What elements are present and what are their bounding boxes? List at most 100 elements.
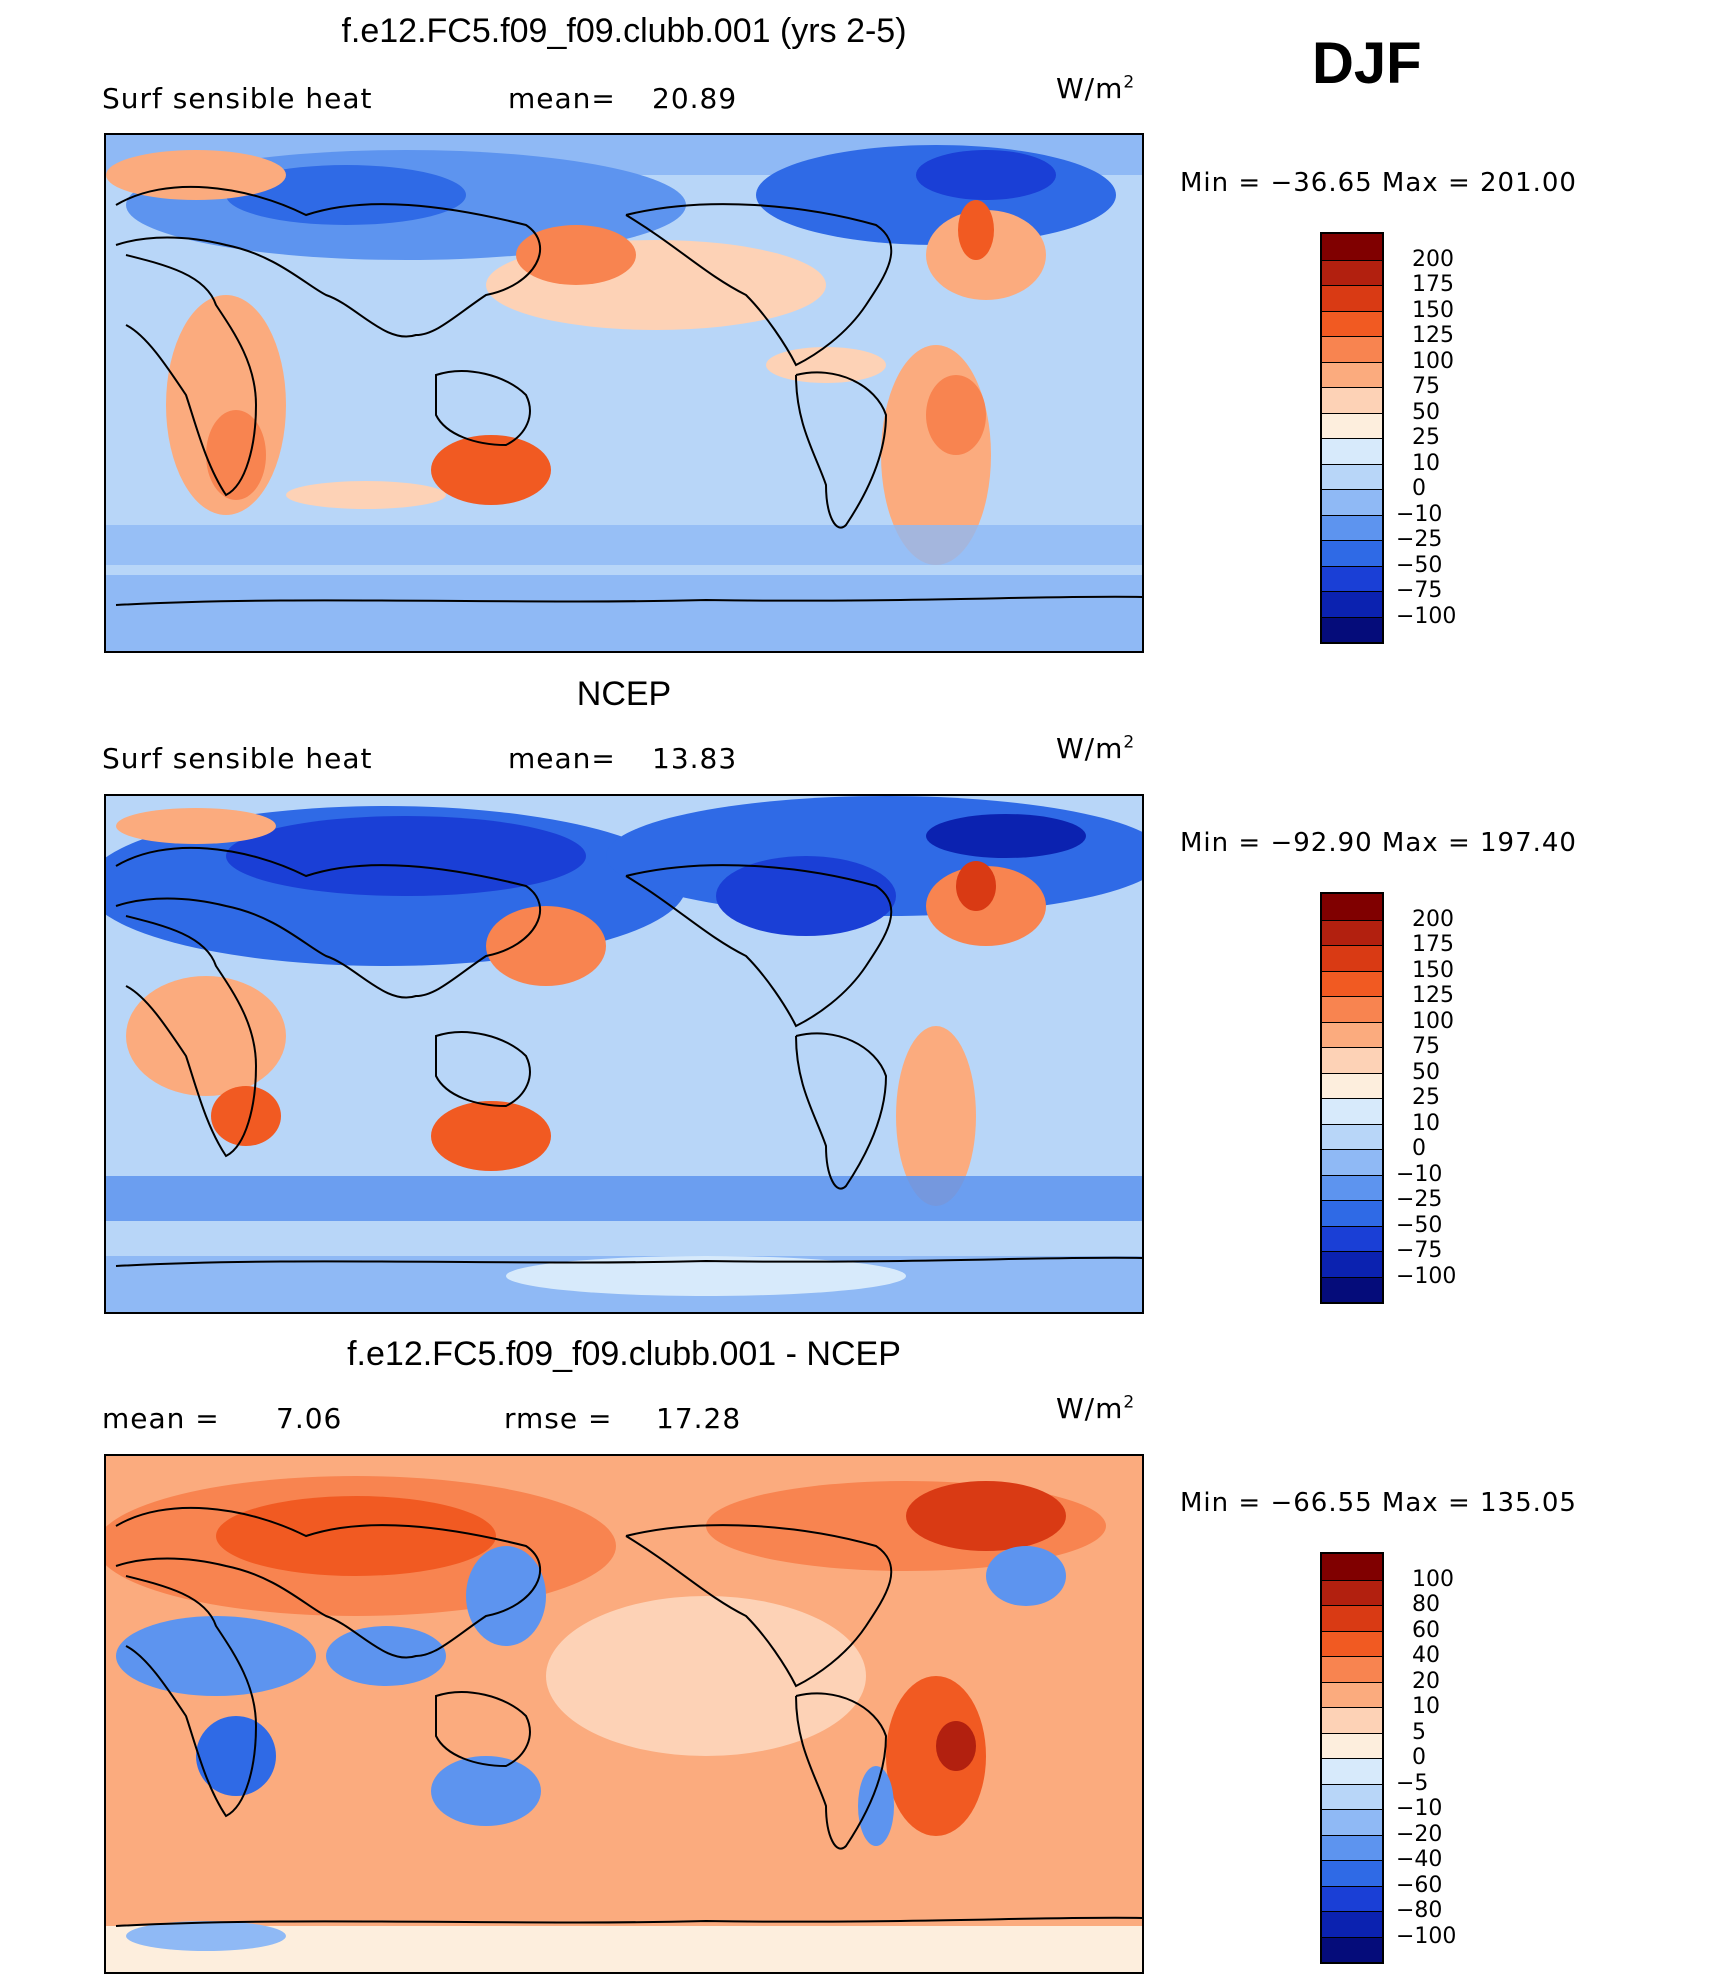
season-label: DJF — [1312, 31, 1422, 96]
colorbar-tick-label: −25 — [1396, 527, 1443, 552]
colorbar-swatch — [1322, 540, 1382, 566]
colorbar-swatch — [1322, 1783, 1382, 1809]
colorbar-swatch — [1322, 1605, 1382, 1631]
colorbar-swatch — [1322, 234, 1382, 260]
colorbar-swatch — [1322, 1681, 1382, 1707]
colorbar-tick-label: −60 — [1396, 1872, 1443, 1898]
colorbar-tick-label: 75 — [1412, 1034, 1440, 1059]
colorbar-swatch — [1322, 1098, 1382, 1124]
colorbar-tick-label: −40 — [1396, 1847, 1443, 1872]
colorbar-tick-label: −50 — [1396, 1212, 1443, 1238]
colorbar-tick-label: 25 — [1412, 1085, 1440, 1110]
colorbar-tick-label: 10 — [1412, 1110, 1440, 1136]
colorbar-swatch — [1322, 387, 1382, 413]
colorbar-tick-label: −80 — [1396, 1898, 1443, 1923]
colorbar-tick-label: −100 — [1396, 1923, 1457, 1949]
panel-2-map — [104, 794, 1144, 1314]
panel-2-variable-label: Surf sensible heat — [102, 742, 373, 775]
colorbar-swatch — [1322, 1732, 1382, 1758]
colorbar-tick-label: 5 — [1412, 1719, 1426, 1745]
colorbar-swatch — [1322, 970, 1382, 996]
colorbar-tick-label: −10 — [1396, 501, 1443, 527]
colorbar-tick-label: 25 — [1412, 425, 1440, 450]
colorbar-tick-label: −75 — [1396, 1238, 1443, 1263]
panel-1-units: W/m2 — [1056, 72, 1136, 105]
panel-2-mean-label: mean= — [508, 742, 616, 775]
colorbar-swatch — [1322, 1200, 1382, 1226]
colorbar-tick-label: 125 — [1412, 983, 1454, 1008]
colorbar-tick-label: −10 — [1396, 1796, 1443, 1821]
colorbar-tick-label: −5 — [1396, 1770, 1429, 1796]
panel-1-coastlines — [115, 185, 1142, 606]
colorbar-swatch — [1322, 1225, 1382, 1251]
colorbar-swatch — [1322, 1047, 1382, 1073]
colorbar-tick-label: −20 — [1396, 1821, 1443, 1847]
colorbar-swatch — [1322, 489, 1382, 515]
colorbar-tick-label: −10 — [1396, 1161, 1443, 1187]
colorbar-swatch — [1322, 1860, 1382, 1886]
colorbar-tick-label: −75 — [1396, 578, 1443, 603]
colorbar-tick-label: 20 — [1412, 1668, 1440, 1694]
colorbar-tick-label: 0 — [1412, 476, 1426, 501]
colorbar-swatch — [1322, 259, 1382, 285]
panel-2-coastlines — [115, 846, 1142, 1267]
panel-1-mean-label: mean= — [508, 82, 616, 115]
colorbar-swatch — [1322, 1758, 1382, 1784]
colorbar-swatch — [1322, 1123, 1382, 1149]
colorbar-swatch — [1322, 919, 1382, 945]
colorbar-swatch — [1322, 1072, 1382, 1098]
colorbar-tick-label: 100 — [1412, 348, 1454, 374]
colorbar-tick-label: 175 — [1412, 272, 1454, 297]
colorbar-tick-label: −25 — [1396, 1187, 1443, 1212]
panel-1-map — [104, 133, 1144, 653]
colorbar-swatch — [1322, 591, 1382, 617]
colorbar-tick-label: 150 — [1412, 957, 1454, 983]
colorbar-swatch — [1322, 1554, 1382, 1580]
colorbar-swatch — [1322, 1021, 1382, 1047]
colorbar-swatch — [1322, 1885, 1382, 1911]
colorbar-tick-label: 50 — [1412, 399, 1440, 425]
colorbar-swatch — [1322, 1149, 1382, 1175]
panel-3-coastlines — [115, 1506, 1142, 1927]
colorbar-tick-label: 10 — [1412, 450, 1440, 476]
colorbar-swatch — [1322, 1579, 1382, 1605]
colorbar-swatch — [1322, 616, 1382, 642]
colorbar-tick-label: 125 — [1412, 323, 1454, 348]
panel-1-colorbar — [1320, 232, 1384, 644]
colorbar-tick-label: 150 — [1412, 297, 1454, 323]
panel-3-title: f.e12.FC5.f09_f09.clubb.001 - NCEP — [347, 1335, 901, 1373]
panel-3-field-patches — [106, 1476, 1142, 1972]
colorbar-swatch — [1322, 514, 1382, 540]
colorbar-tick-label: 60 — [1412, 1617, 1440, 1643]
colorbar-tick-label: 200 — [1412, 246, 1454, 272]
colorbar-swatch — [1322, 438, 1382, 464]
panel-3-units: W/m2 — [1056, 1392, 1136, 1425]
colorbar-swatch — [1322, 1834, 1382, 1860]
panel-2-min-max: Min = −92.90 Max = 197.40 — [1180, 828, 1577, 858]
panel-2-units: W/m2 — [1056, 732, 1136, 765]
panel-1-min-max: Min = −36.65 Max = 201.00 — [1180, 168, 1577, 198]
panel-2-colorbar — [1320, 892, 1384, 1304]
panel-2-field-patches — [106, 796, 1142, 1312]
colorbar-swatch — [1322, 1911, 1382, 1937]
colorbar-tick-label: 0 — [1412, 1745, 1426, 1770]
panel-3-min-max: Min = −66.55 Max = 135.05 — [1180, 1488, 1577, 1518]
colorbar-swatch — [1322, 1630, 1382, 1656]
panel-1-field-patches — [106, 135, 1142, 651]
colorbar-tick-label: 10 — [1412, 1694, 1440, 1719]
colorbar-tick-label: 50 — [1412, 1059, 1440, 1085]
colorbar-swatch — [1322, 463, 1382, 489]
panel-2-mean-value: 13.83 — [652, 742, 738, 775]
colorbar-swatch — [1322, 996, 1382, 1022]
colorbar-tick-label: −100 — [1396, 603, 1457, 629]
panel-3-mean-value: 7.06 — [276, 1402, 343, 1435]
colorbar-tick-label: 75 — [1412, 374, 1440, 399]
colorbar-swatch — [1322, 1809, 1382, 1835]
colorbar-swatch — [1322, 945, 1382, 971]
colorbar-swatch — [1322, 310, 1382, 336]
panel-1-mean-value: 20.89 — [652, 82, 738, 115]
colorbar-tick-label: 80 — [1412, 1592, 1440, 1617]
colorbar-tick-label: 100 — [1412, 1566, 1454, 1592]
panel-3-rmse-label: rmse = — [504, 1402, 613, 1435]
colorbar-swatch — [1322, 1174, 1382, 1200]
